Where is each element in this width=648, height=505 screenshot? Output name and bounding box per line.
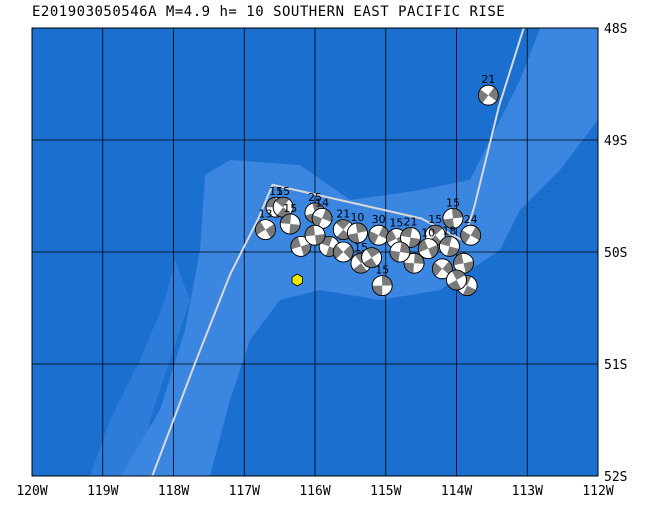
event-depth-label: 14 <box>315 196 329 209</box>
longitude-labels: 120W 119W 118W 117W 116W 115W 114W 113W 112W <box>16 484 613 499</box>
beachball <box>347 222 368 244</box>
latitude-label: 48S <box>604 22 627 37</box>
event-depth-label: 18 <box>442 224 456 237</box>
event-depth-label: 21 <box>404 215 418 228</box>
event-depth-label: 10 <box>421 227 435 240</box>
event-depth-label: 15 <box>428 213 442 226</box>
longitude-label: 120W <box>16 484 47 499</box>
beachball <box>439 235 460 257</box>
beachball <box>400 227 421 248</box>
event-depth-label: 25 <box>308 191 322 204</box>
event-depth-label: 15 <box>283 202 297 215</box>
latitude-label: 51S <box>604 358 627 373</box>
graticule <box>32 28 598 476</box>
longitude-label: 113W <box>512 484 543 499</box>
longitude-label: 112W <box>582 484 613 499</box>
map-frame <box>31 27 599 477</box>
event-depth-label: 15 <box>269 185 283 198</box>
beachball <box>389 241 411 263</box>
beachball <box>304 224 326 246</box>
event-depth-label: 15 <box>276 185 290 198</box>
longitude-label: 116W <box>299 484 330 499</box>
longitude-label: 118W <box>158 484 189 499</box>
event-depth-label: 21 <box>336 208 350 221</box>
beachball <box>290 235 312 257</box>
event-depth-label: 30 <box>372 213 386 226</box>
beachball <box>371 275 393 297</box>
beachball <box>255 219 276 241</box>
plate-boundary-line <box>151 28 525 476</box>
longitude-label: 119W <box>87 484 118 499</box>
beachball <box>361 247 383 269</box>
event-depth-label: 15 <box>446 196 460 209</box>
event-depth-label: 24 <box>464 213 478 226</box>
event-depth-label: 15 <box>389 217 403 230</box>
latitude-labels: 48S 49S 50S 51S 52S <box>604 22 627 485</box>
event-depth-label: 10 <box>350 211 364 224</box>
beachball <box>272 196 294 218</box>
event-depth-label: 13 <box>258 208 272 221</box>
beachball <box>453 252 474 274</box>
beachball <box>311 207 333 229</box>
longitude-label: 115W <box>370 484 401 499</box>
latitude-label: 52S <box>604 470 627 485</box>
beachball <box>403 252 425 274</box>
epicenter-marker <box>291 273 303 287</box>
beachball <box>332 241 354 263</box>
beachball <box>442 207 464 229</box>
beachball <box>477 84 499 106</box>
map-title: E201903050546A M=4.9 h= 10 SOUTHERN EAST… <box>32 4 506 20</box>
beachball <box>368 224 390 246</box>
beachball <box>446 269 467 291</box>
beachball <box>417 238 439 260</box>
latitude-label: 49S <box>604 134 627 149</box>
ridge-bathymetry-west <box>90 260 190 476</box>
latitude-label: 50S <box>604 246 627 261</box>
event-depth-label: 15 <box>375 264 389 277</box>
longitude-label: 114W <box>441 484 472 499</box>
beachball <box>431 258 453 280</box>
beachball <box>460 224 482 246</box>
event-depth-label: 21 <box>481 73 495 86</box>
longitude-label: 117W <box>229 484 260 499</box>
beachball <box>279 213 301 235</box>
